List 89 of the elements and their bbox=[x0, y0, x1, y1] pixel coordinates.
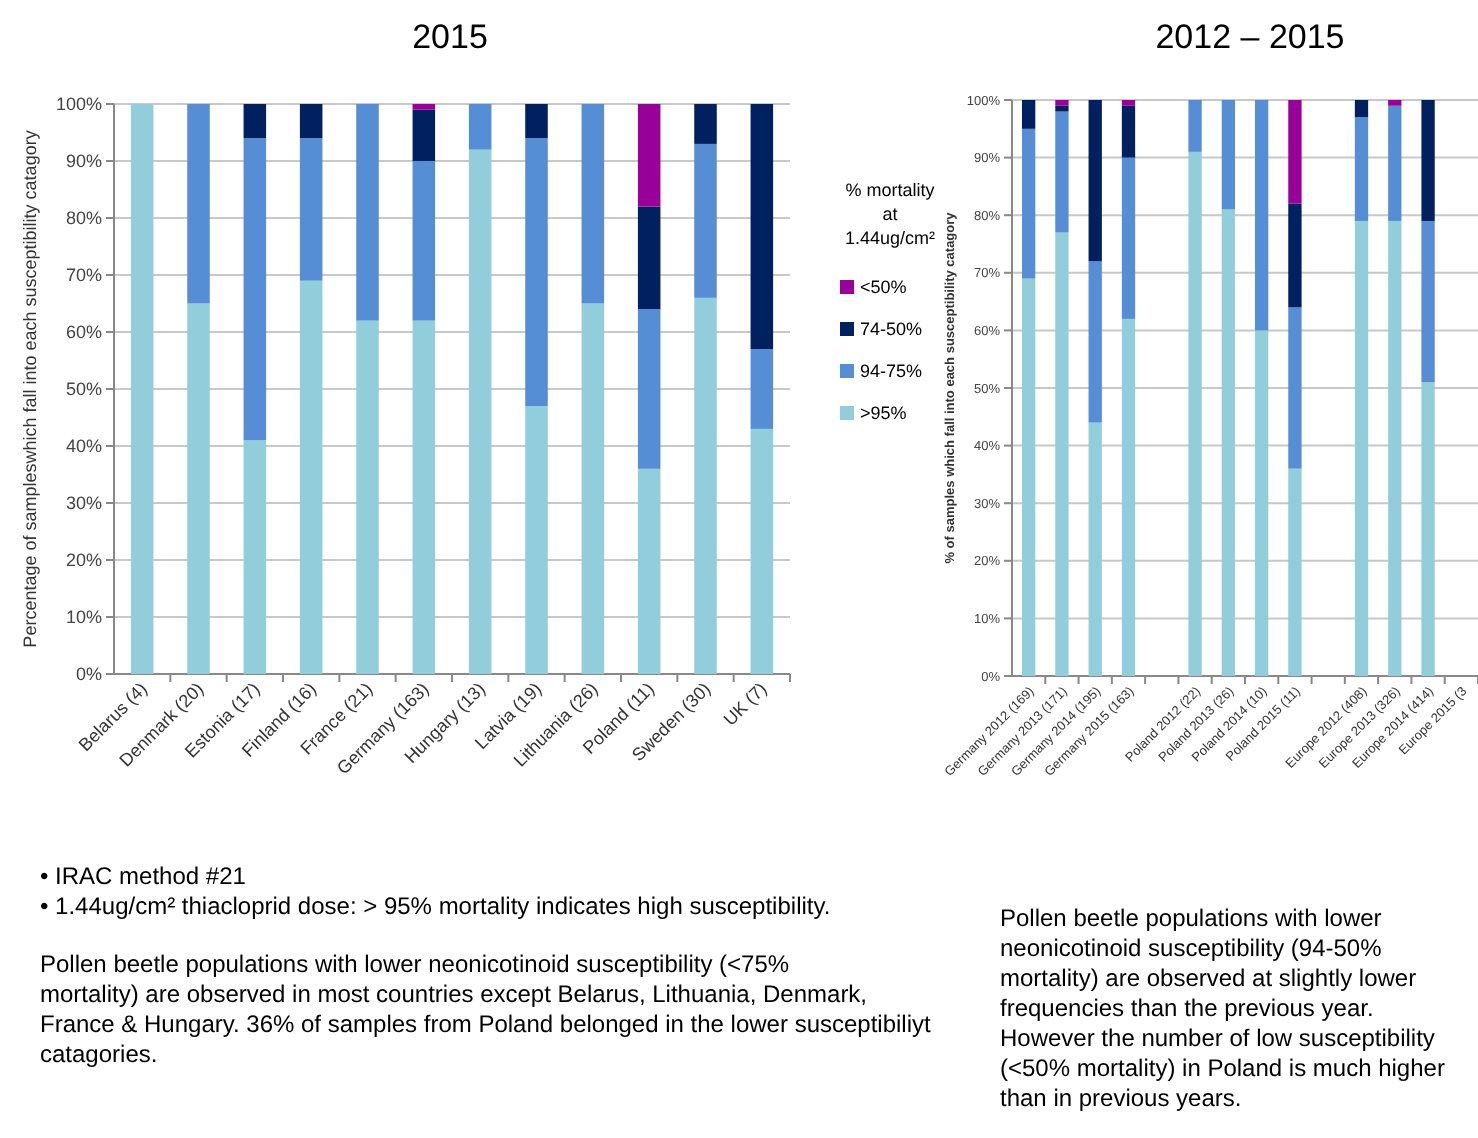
bar bbox=[1254, 330, 1269, 676]
bar bbox=[1188, 151, 1202, 676]
bar bbox=[1354, 117, 1369, 221]
bar bbox=[694, 143, 717, 298]
chart-title: 2015 bbox=[412, 18, 488, 56]
bar bbox=[1388, 220, 1402, 676]
bar bbox=[581, 303, 605, 674]
bar bbox=[356, 104, 379, 321]
bar bbox=[1088, 100, 1102, 262]
bar bbox=[1121, 157, 1136, 319]
text: Pollen beetle populations with lower neonicotinoid susceptibility (<75% mortality) are observed in most countries except Belarus, Lithuania, Denmark, France & Hungary. 36% of samples from Poland belonged in the lower susceptibiliyt catagories. bbox=[40, 950, 933, 1068]
text: Pollen beetle populations with lower neonicotinoid susceptibility (94-50% mortality) are observed at slightly lower frequencies than the previous year. However the number of low susceptibility (<50% mortality) in Poland is much higher than in previous years. bbox=[1000, 904, 1445, 1112]
bar bbox=[525, 104, 548, 139]
bar bbox=[694, 297, 717, 674]
bar bbox=[299, 104, 323, 139]
bar bbox=[525, 406, 548, 674]
legend-label: <50% bbox=[860, 276, 907, 297]
y-tick-label: 10% bbox=[65, 607, 102, 628]
bar bbox=[1055, 232, 1069, 676]
bar bbox=[1055, 105, 1069, 112]
y-tick-label: 30% bbox=[65, 493, 102, 514]
legend-title: % mortality at 1.44ug/cm² bbox=[844, 180, 936, 248]
bar bbox=[412, 109, 436, 161]
bar bbox=[243, 440, 267, 674]
y-tick-label: 0% bbox=[75, 664, 102, 685]
bar bbox=[750, 349, 774, 429]
bar bbox=[637, 104, 661, 207]
bar bbox=[243, 138, 267, 441]
bar bbox=[1021, 100, 1036, 129]
y-tick-label: 90% bbox=[65, 151, 102, 172]
bar bbox=[1354, 220, 1369, 676]
bar bbox=[1421, 382, 1435, 676]
bar bbox=[299, 280, 323, 674]
y-tick-label: 20% bbox=[65, 550, 102, 571]
bar bbox=[412, 320, 436, 674]
legend-label: 74-50% bbox=[860, 318, 923, 339]
bar bbox=[1288, 468, 1302, 676]
bar bbox=[1221, 100, 1236, 210]
bar bbox=[1121, 105, 1136, 158]
bar bbox=[581, 104, 605, 304]
bar bbox=[750, 428, 774, 674]
y-axis-title: Percentage of sampleswhich fall into each susceptibility catagory bbox=[20, 129, 40, 648]
bar bbox=[468, 149, 492, 674]
bar bbox=[1021, 128, 1036, 279]
bar bbox=[130, 104, 154, 674]
bar bbox=[412, 161, 436, 321]
bar bbox=[1421, 220, 1435, 383]
y-tick-label: 60% bbox=[65, 322, 102, 343]
x-tick-label: UK (7) bbox=[719, 678, 771, 730]
bar bbox=[637, 468, 661, 674]
bar bbox=[1288, 203, 1302, 308]
bar bbox=[1188, 100, 1202, 152]
bar bbox=[1055, 111, 1069, 233]
bar bbox=[1088, 422, 1102, 676]
legend-label: 94-75% bbox=[860, 360, 923, 381]
bar bbox=[1121, 318, 1136, 676]
y-tick-label: 50% bbox=[65, 379, 102, 400]
bar bbox=[1288, 100, 1302, 204]
bar bbox=[694, 104, 717, 144]
bar bbox=[637, 309, 661, 469]
bar bbox=[1288, 307, 1302, 469]
text: • 1.44ug/cm² thiacloprid dose: > 95% mortality indicates high susceptibility. bbox=[40, 892, 831, 920]
y-tick-label: 70% bbox=[65, 265, 102, 286]
bar bbox=[1021, 278, 1036, 676]
bar bbox=[525, 138, 548, 407]
bar bbox=[356, 320, 379, 674]
legend-label: >95% bbox=[860, 402, 907, 423]
bar bbox=[1254, 100, 1269, 331]
bar bbox=[1421, 100, 1435, 221]
bar bbox=[1221, 209, 1236, 676]
chart-title: 2012 – 2015 bbox=[1155, 18, 1345, 56]
bar bbox=[1388, 100, 1402, 106]
bar bbox=[412, 104, 436, 110]
bar bbox=[1055, 100, 1069, 106]
y-tick-label: 40% bbox=[65, 436, 102, 457]
bar bbox=[187, 104, 210, 304]
bar bbox=[637, 206, 661, 310]
bar bbox=[1121, 100, 1136, 106]
bar bbox=[243, 104, 267, 139]
y-tick-label: 100% bbox=[55, 94, 102, 115]
bar bbox=[468, 104, 492, 150]
bar bbox=[750, 104, 774, 350]
bar bbox=[1388, 105, 1402, 221]
bar bbox=[299, 138, 323, 281]
bar bbox=[187, 303, 210, 674]
bar bbox=[1354, 100, 1369, 118]
y-tick-label: 80% bbox=[65, 208, 102, 229]
text: • IRAC method #21 bbox=[40, 862, 247, 890]
bar bbox=[1088, 261, 1102, 423]
